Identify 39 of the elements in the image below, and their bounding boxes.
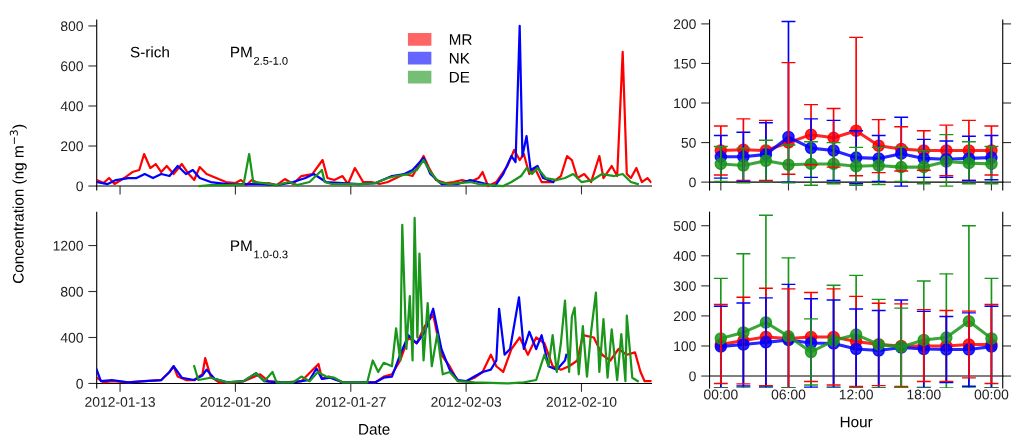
y-tick-label: 200 bbox=[61, 141, 83, 152]
y-tick-label: 400 bbox=[60, 101, 83, 112]
y-tick-label: 0 bbox=[689, 371, 696, 382]
y-tick-label: 300 bbox=[673, 281, 696, 292]
legend-label: DE bbox=[449, 71, 470, 83]
x-axis-title: Date bbox=[359, 424, 390, 435]
y-tick-label: 200 bbox=[673, 311, 696, 322]
y-tick-label: 50 bbox=[681, 137, 696, 148]
y-tick-label: 200 bbox=[673, 19, 696, 30]
x-axis-title: Hour bbox=[840, 416, 873, 428]
y-tick-label: 150 bbox=[674, 58, 696, 69]
x-tick-label: 12:00 bbox=[839, 389, 873, 400]
y-tick-label: 0 bbox=[76, 378, 83, 389]
x-tick-label: 00:00 bbox=[703, 389, 738, 400]
annotation: S-rich bbox=[130, 46, 169, 58]
legend-label: MR bbox=[449, 34, 472, 45]
annotation: PM2.5-1.0 bbox=[231, 46, 288, 65]
y-tick-label: 0 bbox=[689, 177, 696, 188]
y-tick-label: 600 bbox=[61, 61, 83, 72]
y-tick-label: 100 bbox=[674, 341, 696, 352]
y-tick-label: 100 bbox=[674, 98, 696, 109]
x-tick-label: 18:00 bbox=[907, 389, 941, 400]
y-tick-label: 800 bbox=[60, 286, 83, 297]
x-tick-label: 2012-02-10 bbox=[546, 397, 617, 407]
y-tick-label: 400 bbox=[673, 251, 696, 261]
y-tick-label: 1200 bbox=[53, 240, 83, 251]
y-axis-title: Concentration (ng m$^{−3}$) bbox=[9, 124, 27, 283]
x-tick-label: 00:00 bbox=[974, 389, 1009, 400]
y-tick-label: 0 bbox=[76, 181, 83, 192]
x-tick-label: 2012-01-27 bbox=[315, 397, 386, 407]
annotation: PM1.0-0.3 bbox=[231, 240, 288, 259]
x-tick-label: 2012-02-03 bbox=[431, 397, 502, 407]
x-tick-label: 06:00 bbox=[771, 389, 806, 400]
x-tick-label: 2012-01-13 bbox=[85, 397, 155, 407]
x-tick-label: 2012-01-20 bbox=[200, 397, 271, 407]
y-tick-label: 400 bbox=[60, 332, 83, 343]
legend-label: NK bbox=[449, 53, 470, 64]
y-tick-label: 500 bbox=[673, 221, 696, 231]
y-tick-label: 800 bbox=[60, 21, 83, 32]
